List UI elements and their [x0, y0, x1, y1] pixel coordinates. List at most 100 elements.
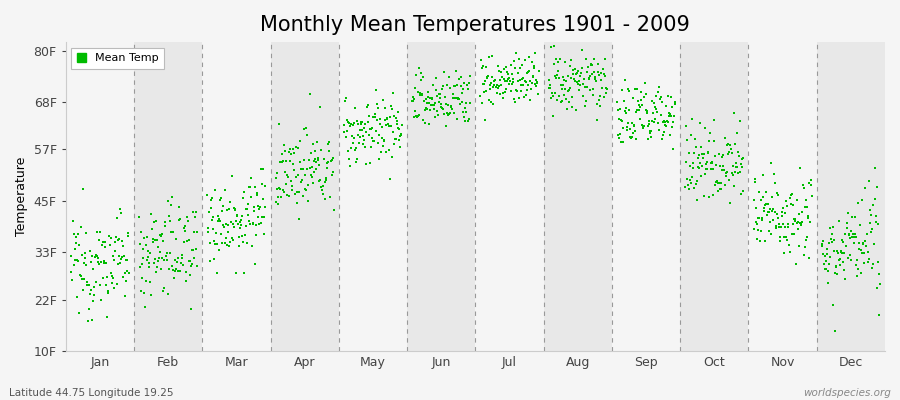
Point	[570, 70, 584, 76]
Point	[340, 119, 355, 125]
Point	[829, 263, 843, 270]
Point	[635, 122, 650, 128]
Point	[553, 74, 567, 81]
Point	[870, 184, 885, 191]
Point	[225, 234, 239, 241]
Point	[646, 110, 661, 116]
Point	[679, 158, 693, 165]
Point	[861, 259, 876, 266]
Point	[627, 122, 642, 129]
Point	[254, 166, 268, 172]
Point	[349, 144, 364, 151]
Point	[426, 82, 440, 88]
Point	[257, 204, 272, 210]
Point	[593, 92, 608, 99]
Point	[824, 231, 839, 237]
Point	[666, 146, 680, 152]
Point	[208, 187, 222, 194]
Point	[543, 84, 557, 91]
Point	[858, 185, 872, 191]
Point	[704, 166, 718, 173]
Point	[286, 160, 301, 167]
Point	[838, 275, 852, 282]
Point	[698, 125, 712, 131]
Point	[453, 101, 467, 108]
Point	[443, 84, 457, 91]
Point	[408, 85, 422, 91]
Point	[92, 260, 106, 267]
Point	[860, 231, 874, 237]
Point	[850, 257, 865, 263]
Point	[627, 86, 642, 92]
Point	[381, 116, 395, 122]
Point	[155, 231, 169, 238]
Point	[631, 107, 645, 114]
Point	[446, 94, 460, 101]
Point	[372, 132, 386, 138]
Point	[854, 197, 868, 204]
Point	[835, 259, 850, 265]
Point	[251, 203, 266, 209]
Point	[638, 80, 652, 86]
Point	[727, 169, 742, 176]
Point	[786, 202, 800, 208]
Point	[228, 206, 242, 213]
Point	[520, 86, 535, 93]
Point	[343, 163, 357, 169]
Point	[482, 86, 497, 93]
Point	[302, 165, 317, 171]
Point	[134, 288, 148, 294]
Point	[150, 264, 165, 270]
Point	[525, 58, 539, 65]
Point	[311, 162, 326, 168]
Point	[494, 82, 508, 88]
Point	[620, 127, 634, 134]
Point	[359, 161, 374, 167]
Point	[473, 92, 488, 99]
Point	[526, 74, 540, 81]
Point	[519, 70, 534, 76]
Point	[652, 89, 666, 95]
Point	[490, 82, 504, 88]
Point	[644, 134, 658, 140]
Point	[868, 164, 882, 171]
Point	[219, 235, 233, 242]
Point	[648, 104, 662, 110]
Point	[474, 64, 489, 71]
Point	[830, 271, 844, 277]
Point	[599, 86, 614, 92]
Point	[646, 100, 661, 106]
Point	[699, 166, 714, 172]
Point	[687, 184, 701, 191]
Point	[299, 125, 313, 131]
Point	[664, 94, 679, 100]
Point	[498, 78, 512, 84]
Point	[852, 240, 867, 246]
Point	[490, 90, 504, 96]
Point	[519, 92, 534, 98]
Point	[625, 120, 639, 126]
Point	[833, 248, 848, 254]
Bar	[680, 42, 749, 351]
Point	[148, 256, 162, 262]
Point	[94, 242, 109, 248]
Point	[801, 215, 815, 221]
Point	[392, 144, 407, 150]
Point	[166, 267, 181, 273]
Point	[694, 173, 708, 179]
Point	[236, 195, 250, 201]
Point	[355, 127, 369, 133]
Point	[705, 158, 719, 165]
Point	[97, 244, 112, 250]
Point	[579, 98, 593, 104]
Point	[583, 73, 598, 80]
Point	[768, 209, 782, 215]
Point	[120, 267, 134, 274]
Point	[293, 159, 308, 166]
Point	[172, 217, 186, 223]
Point	[866, 202, 880, 208]
Point	[704, 160, 718, 166]
Point	[611, 116, 625, 122]
Point	[716, 167, 730, 173]
Point	[418, 120, 432, 127]
